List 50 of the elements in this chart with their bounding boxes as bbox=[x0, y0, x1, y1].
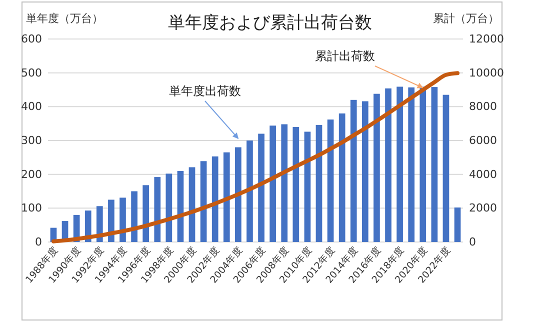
bar bbox=[431, 87, 438, 242]
y-tick-label: 500 bbox=[21, 66, 42, 80]
y-tick-label: 200 bbox=[21, 168, 42, 181]
bar bbox=[338, 113, 346, 242]
bar bbox=[223, 152, 230, 242]
y2-tick-label: 6000 bbox=[469, 134, 497, 148]
bar bbox=[385, 88, 392, 242]
bar bbox=[442, 94, 450, 242]
y2-tick-label: 0 bbox=[469, 236, 476, 249]
bar bbox=[420, 86, 426, 242]
y-tick-label: 600 bbox=[21, 32, 42, 46]
annotation: 単年度出荷数 bbox=[169, 84, 241, 98]
bar bbox=[120, 198, 126, 242]
annotation: 累計出荷数 bbox=[315, 49, 375, 63]
line-series bbox=[51, 71, 460, 244]
bar bbox=[142, 185, 150, 242]
bar bbox=[292, 126, 300, 242]
bar bbox=[454, 207, 461, 242]
bar bbox=[327, 120, 334, 242]
bar bbox=[316, 124, 322, 242]
y2-tick-label: 12000 bbox=[469, 32, 504, 46]
bar bbox=[408, 87, 415, 242]
bar bbox=[200, 161, 207, 242]
bar bbox=[212, 156, 218, 242]
y2-axis-title: 累計（万台） bbox=[433, 12, 499, 25]
y-tick-label: 400 bbox=[21, 100, 42, 114]
y-tick-label: 100 bbox=[21, 202, 42, 215]
bar bbox=[108, 200, 114, 242]
y-axis-title: 単年度（万台） bbox=[26, 12, 103, 25]
bar bbox=[188, 167, 196, 242]
bar bbox=[374, 94, 380, 242]
bar bbox=[362, 101, 368, 242]
bar bbox=[304, 132, 311, 242]
y2-tick-label: 4000 bbox=[469, 168, 497, 181]
y2-tick-label: 8000 bbox=[469, 100, 497, 114]
y2-tick-label: 10000 bbox=[469, 66, 504, 80]
y-tick-label: 0 bbox=[35, 236, 42, 249]
y2-tick-label: 2000 bbox=[469, 202, 497, 215]
bar bbox=[258, 134, 264, 242]
bar bbox=[350, 100, 357, 242]
bar bbox=[396, 86, 403, 242]
bar bbox=[270, 126, 276, 242]
bar bbox=[235, 147, 242, 242]
y-tick-label: 300 bbox=[21, 134, 42, 148]
bar bbox=[246, 140, 253, 242]
bar bbox=[281, 124, 288, 242]
bar bbox=[166, 174, 172, 242]
chart-title: 単年度および累計出荷台数 bbox=[168, 13, 372, 33]
bar bbox=[131, 191, 138, 242]
bar bbox=[154, 177, 161, 242]
